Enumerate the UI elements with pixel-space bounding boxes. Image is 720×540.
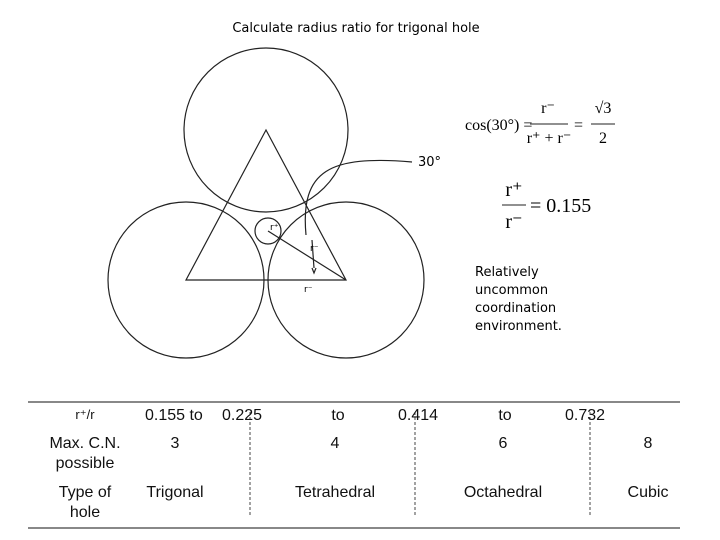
row-label: Type of: [59, 484, 112, 501]
cell: 8: [644, 435, 653, 452]
label: r⁻: [304, 285, 313, 295]
cation-circle: [254, 217, 282, 245]
eq-num: r⁺: [505, 179, 522, 201]
eq-equals: =: [574, 117, 583, 134]
eq-den: r⁺ + r⁻: [527, 130, 572, 147]
geometry: [107, 47, 425, 359]
cell: 3: [171, 435, 180, 452]
title: Calculate radius ratio for trigonal hole: [232, 21, 479, 36]
eq-lhs: cos(30°) =: [465, 117, 532, 134]
eq-rhs: = 0.155: [530, 195, 591, 217]
anion-circle: [183, 47, 349, 213]
label: r⁺: [270, 223, 279, 233]
header-cell: r⁺/r: [75, 407, 95, 422]
note-line: uncommon: [475, 283, 548, 298]
eq-num: r⁻: [541, 100, 555, 117]
header-cell: to: [331, 407, 344, 424]
cell: Cubic: [628, 484, 669, 501]
header-cell: 0.225: [222, 407, 262, 424]
note-line: Relatively: [475, 265, 539, 280]
header-cell: 0.732: [565, 407, 605, 424]
note-line: coordination: [475, 301, 556, 316]
label: r⁻: [310, 244, 319, 254]
triangle: [185, 128, 347, 281]
radius-line: [267, 230, 347, 281]
header-cell: 0.155 to: [145, 407, 203, 424]
equation: cos(30°) = r⁻ r⁺ + r⁻ = √3 2: [465, 100, 615, 147]
row-label: hole: [70, 504, 100, 521]
cell: 4: [331, 435, 340, 452]
cell: Tetrahedral: [295, 484, 375, 501]
eq-den: 2: [599, 130, 607, 147]
cell: Trigonal: [146, 484, 203, 501]
eq-den: r⁻: [505, 211, 522, 233]
cell: Octahedral: [464, 484, 542, 501]
eq-num: √3: [595, 100, 612, 117]
table: r⁺/r 0.155 to 0.225 to 0.414 to 0.732 Ma…: [28, 401, 680, 529]
angle-label: 30°: [418, 155, 441, 170]
header-cell: to: [498, 407, 511, 424]
equation: r⁺ r⁻ = 0.155: [502, 179, 591, 233]
angle-pointer: [304, 159, 413, 236]
arrow-head: [311, 267, 317, 275]
cell: 6: [499, 435, 508, 452]
header-cell: 0.414: [398, 407, 438, 424]
arrow: [311, 239, 315, 269]
note: Relatively uncommon coordination environ…: [475, 265, 562, 334]
note-line: environment.: [475, 319, 562, 334]
row-label: Max. C.N.: [49, 435, 120, 452]
row-label: possible: [56, 455, 115, 472]
